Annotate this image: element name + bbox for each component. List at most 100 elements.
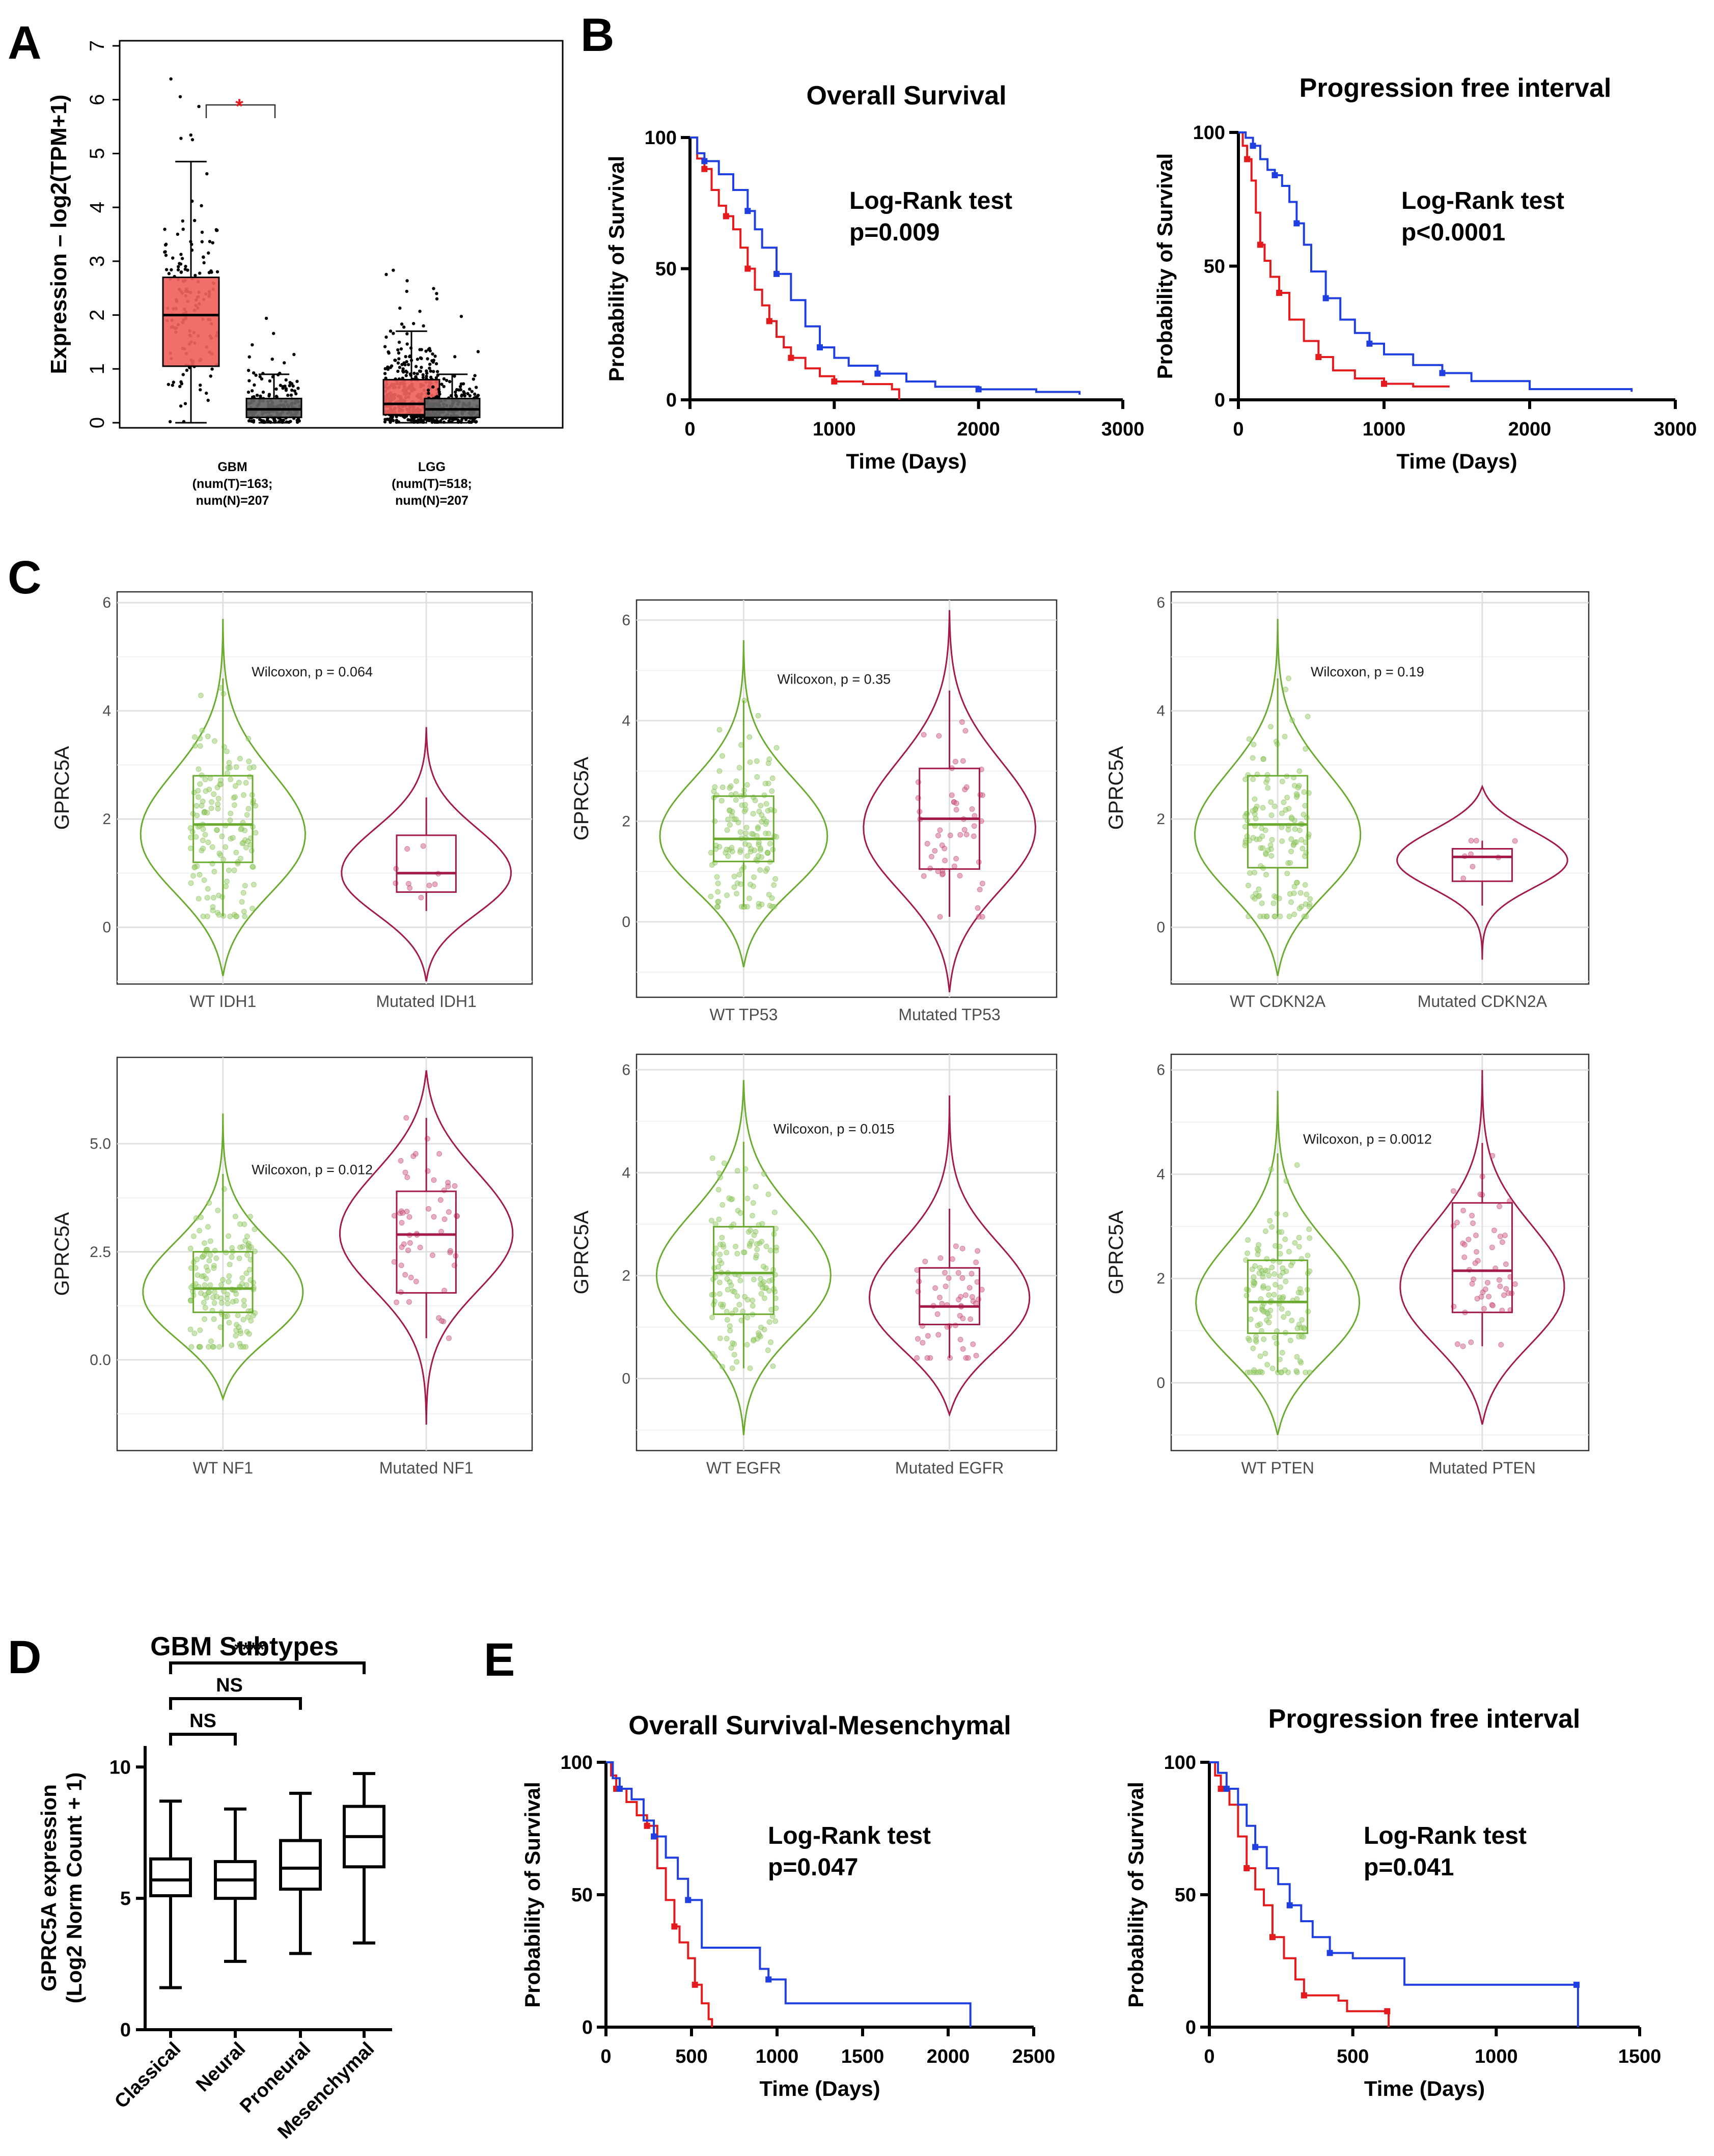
data-point	[463, 394, 467, 398]
censor-mark-low	[1271, 172, 1278, 178]
data-point	[247, 355, 251, 359]
violin-plot-2: 0 2 4 6 GPRC5A WT TP53 Mutated TP53 Wilcoxon, p…	[570, 599, 1058, 1024]
data-point-wt	[188, 834, 194, 840]
data-point-wt	[224, 770, 230, 776]
data-point-wt	[248, 1244, 254, 1250]
x-tick-label: Mutated IDH1	[376, 992, 476, 1011]
data-point	[435, 370, 439, 373]
data-point-wt	[245, 1314, 251, 1320]
data-point-wt	[1250, 1279, 1256, 1285]
data-point-wt	[1288, 1262, 1294, 1268]
data-point-wt	[773, 745, 780, 751]
km-curve-low	[606, 1761, 972, 2027]
data-point	[251, 343, 254, 347]
data-point-mut	[956, 1297, 962, 1303]
data-point	[177, 265, 180, 268]
data-point-mut	[402, 1272, 408, 1278]
data-point	[207, 251, 210, 255]
y-tick-label: 5	[120, 1888, 131, 1909]
data-point-wt	[243, 1270, 250, 1276]
group-label: GBM	[217, 460, 247, 474]
data-point-wt	[1271, 1292, 1277, 1298]
data-point-wt	[218, 1282, 225, 1288]
data-point-wt	[251, 1279, 257, 1286]
panel-b-overall-survival: Overall Survival 0 1000 2000 3000 0 50 100 Time …	[604, 81, 1144, 473]
y-tick-label: 50	[571, 1885, 593, 1906]
y-tick-label: 0	[1156, 1375, 1165, 1391]
data-point	[167, 271, 171, 276]
x-axis-label: Time (Days)	[1396, 449, 1517, 473]
data-point-wt	[750, 1303, 756, 1309]
data-point	[440, 383, 444, 386]
data-point-wt	[202, 1316, 208, 1322]
data-point-wt	[1291, 911, 1297, 917]
data-point-wt	[1242, 813, 1248, 820]
data-point	[209, 269, 213, 273]
data-point	[172, 380, 175, 384]
data-point-mut	[943, 1284, 949, 1290]
data-point-wt	[1264, 777, 1270, 783]
censor-mark-high	[744, 265, 751, 272]
data-point-wt	[241, 909, 247, 915]
censor-mark-high	[644, 1822, 650, 1829]
data-point	[288, 380, 292, 385]
data-point-wt	[765, 808, 771, 814]
data-point	[468, 394, 472, 398]
data-point-wt	[250, 863, 256, 869]
data-point-wt	[736, 1302, 742, 1308]
data-point-mut	[452, 1183, 458, 1189]
logrank-label: Log-Rank test	[768, 1822, 931, 1849]
x-tick-label: 1000	[1475, 2046, 1518, 2067]
km-curve-high	[1238, 131, 1450, 388]
data-point	[215, 270, 219, 274]
censor-mark-high	[1276, 290, 1283, 296]
data-point-wt	[1303, 746, 1309, 752]
x-tick-label: 2000	[957, 419, 1000, 440]
data-point-wt	[1264, 772, 1270, 778]
data-point-mut	[408, 1274, 414, 1280]
data-point-wt	[740, 1249, 747, 1256]
plot-frame	[1170, 1053, 1590, 1452]
x-tick-label: 500	[675, 2046, 707, 2067]
data-point	[255, 393, 259, 397]
data-point-wt	[769, 788, 775, 794]
data-point-wt	[188, 1344, 195, 1350]
data-point-mut	[971, 833, 977, 839]
data-point	[442, 377, 446, 381]
data-point	[202, 255, 205, 259]
x-tick-label: Mutated NF1	[379, 1459, 474, 1477]
data-point-wt	[235, 1313, 241, 1319]
data-point-wt	[210, 895, 216, 901]
censor-mark-high	[1315, 354, 1322, 360]
data-point-wt	[1295, 1290, 1302, 1296]
data-point-wt	[763, 1243, 769, 1249]
data-point-wt	[772, 876, 779, 882]
data-point-wt	[730, 1340, 736, 1346]
x-axis-label: Time (Days)	[1364, 2077, 1485, 2100]
data-point	[246, 390, 251, 394]
data-point-wt	[1289, 1318, 1295, 1324]
data-point-wt	[1281, 799, 1287, 805]
data-point	[454, 393, 458, 397]
data-point	[383, 367, 387, 371]
group-label: LGG	[418, 460, 446, 474]
data-point	[430, 417, 434, 421]
y-tick-label: 6	[1156, 594, 1165, 611]
data-point-wt	[750, 1297, 756, 1303]
data-point-mut	[404, 1175, 410, 1181]
data-point-wt	[195, 788, 201, 794]
data-point-wt	[197, 743, 203, 749]
y-tick-label: 0	[102, 919, 111, 936]
y-tick-label: 6	[102, 594, 111, 611]
data-point-wt	[754, 774, 760, 780]
p-value-label: p=0.041	[1364, 1854, 1454, 1881]
data-point-wt	[740, 1308, 746, 1315]
data-point	[289, 420, 292, 423]
x-tick-label: WT CDKN2A	[1230, 992, 1326, 1011]
km-curve-high	[1209, 1761, 1390, 2027]
data-point-wt	[719, 1235, 725, 1241]
data-point	[412, 322, 416, 325]
data-point-wt	[769, 904, 775, 910]
data-point-wt	[196, 766, 202, 772]
plot-frame	[116, 1056, 533, 1452]
